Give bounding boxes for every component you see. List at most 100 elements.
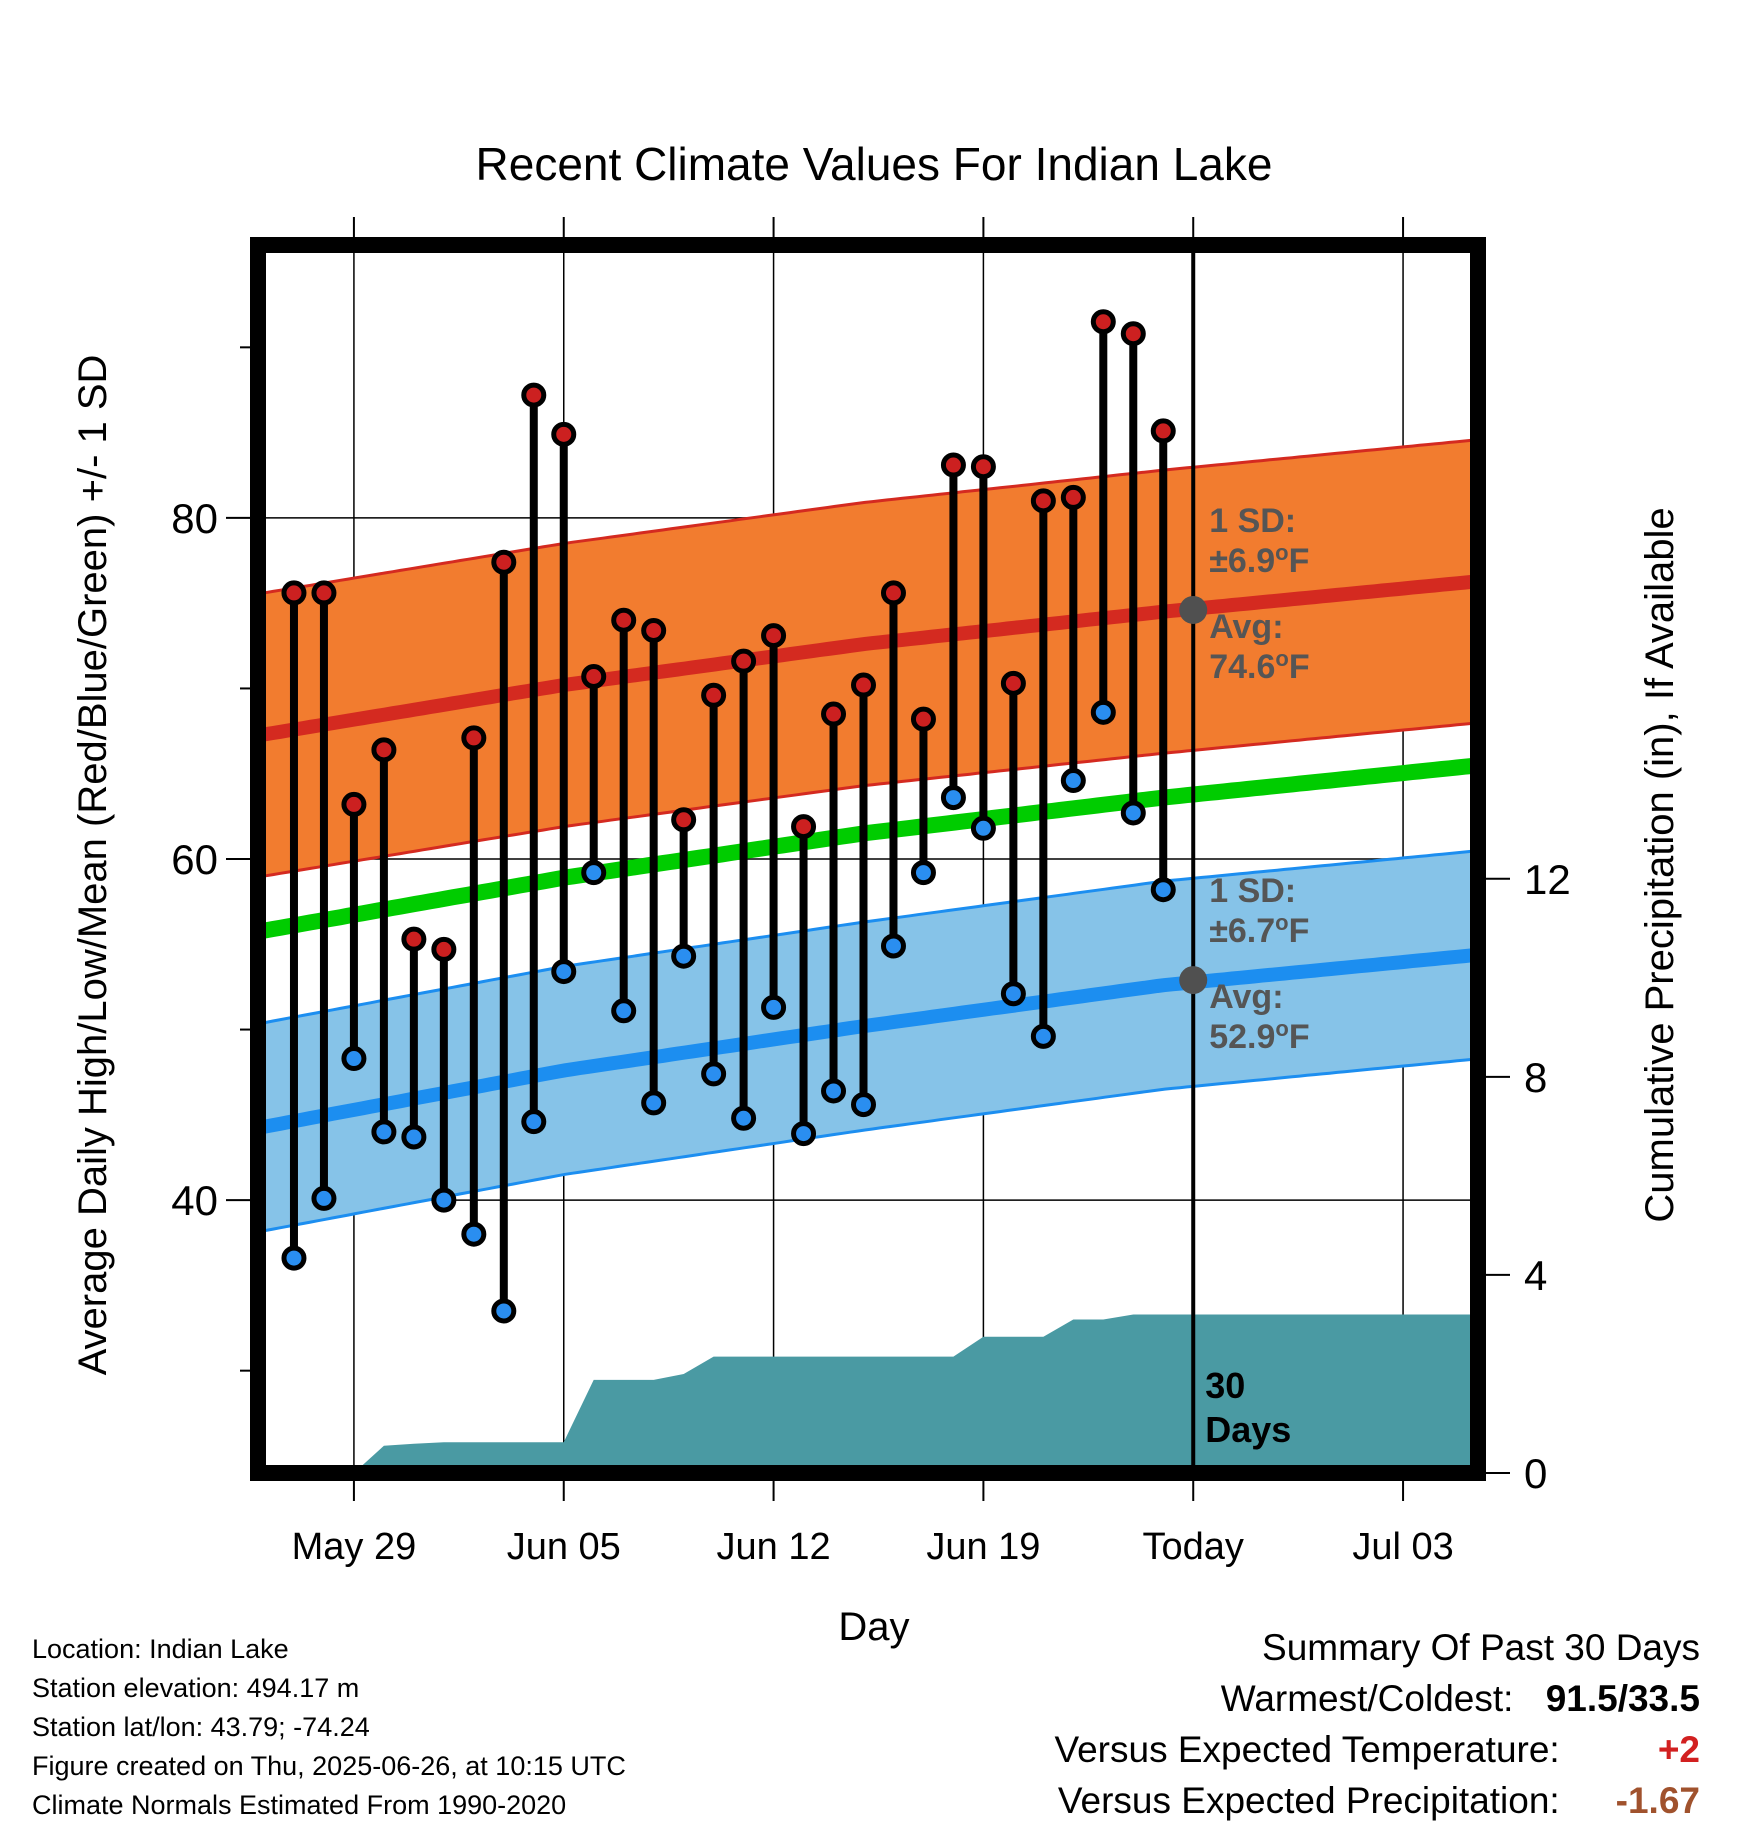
summary-temp: Versus Expected Temperature: +2 <box>1054 1724 1700 1775</box>
precip-label: Versus Expected Precipitation: <box>1057 1780 1560 1821</box>
daily-low-point <box>1060 768 1086 794</box>
created-text: Figure created on Thu, 2025-06-26, at 10… <box>32 1751 626 1781</box>
daily-high-point <box>1090 309 1116 335</box>
summary-panel: Summary Of Past 30 Days Warmest/Coldest:… <box>1054 1622 1700 1826</box>
daily-low-point <box>821 1078 847 1104</box>
daily-high-point <box>401 926 427 952</box>
daily-low-point <box>281 1245 307 1271</box>
daily-low-point <box>761 994 787 1020</box>
warm-cold-value: 91.5/33.5 <box>1545 1678 1700 1719</box>
daily-high-point <box>1060 484 1086 510</box>
summary-heading: Summary Of Past 30 Days <box>1262 1627 1700 1668</box>
daily-low-point <box>940 785 966 811</box>
summary-warm-cold: Warmest/Coldest: 91.5/33.5 <box>1054 1673 1700 1724</box>
daily-low-point <box>581 860 607 886</box>
daily-high-point <box>761 623 787 649</box>
daily-high-point <box>431 936 457 962</box>
today-low-avg-marker <box>1179 966 1208 995</box>
daily-high-point <box>851 672 877 698</box>
temp-label: Versus Expected Temperature: <box>1054 1729 1560 1770</box>
daily-low-point <box>461 1221 487 1247</box>
latlon-text: Station lat/lon: 43.79; -74.24 <box>32 1712 370 1742</box>
y-tick-label: 80 <box>171 495 218 542</box>
daily-high-point <box>1150 418 1176 444</box>
daily-low-point <box>491 1298 517 1324</box>
daily-high-point <box>671 807 697 833</box>
daily-high-point <box>311 580 337 606</box>
plot-frame <box>250 237 1486 1481</box>
daily-high-point <box>281 580 307 606</box>
daily-low-point <box>521 1109 547 1135</box>
daily-high-point <box>1000 670 1026 696</box>
y2-tick-label: 4 <box>1524 1252 1547 1299</box>
daily-low-point <box>1090 699 1116 725</box>
daily-low-point <box>731 1105 757 1131</box>
high-sd-annotation: 1 SD: ±6.9oF <box>1209 502 1309 580</box>
low-band-lower-edge <box>258 1057 1473 1234</box>
x-tick-label: Jun 05 <box>507 1526 621 1568</box>
low-avg-annotation: Avg: 52.9oF <box>1209 978 1309 1056</box>
daily-high-point <box>731 648 757 674</box>
daily-low-point <box>341 1046 367 1072</box>
x-tick-label: Jun 19 <box>926 1526 1040 1568</box>
x-tick-label: Jun 12 <box>717 1526 831 1568</box>
summary-precip: Versus Expected Precipitation: -1.67 <box>1054 1775 1700 1826</box>
chart-title: Recent Climate Values For Indian Lake <box>476 138 1273 190</box>
plot-inner <box>258 245 1478 1473</box>
daily-low-point <box>1000 981 1026 1007</box>
daily-high-point <box>371 737 397 763</box>
daily-high-point <box>1120 321 1146 347</box>
daily-high-point <box>551 421 577 447</box>
daily-high-point <box>641 617 667 643</box>
today-high-avg-marker <box>1179 595 1208 624</box>
elevation-text: Station elevation: 494.17 m <box>32 1673 360 1703</box>
daily-high-point <box>581 664 607 690</box>
plot-area: 1 SD: ±6.9oF Avg: 74.6oF 1 SD: ±6.7oF Avg: 52.9… <box>171 217 1571 1568</box>
daily-high-point <box>821 701 847 727</box>
daily-low-point <box>851 1092 877 1118</box>
high-avg-annotation: Avg: 74.6oF <box>1209 608 1309 686</box>
warm-cold-label: Warmest/Coldest: <box>1220 1678 1514 1719</box>
daily-low-point <box>551 959 577 985</box>
daily-low-point <box>1120 800 1146 826</box>
daily-high-point <box>491 549 517 575</box>
high-average-line <box>258 574 1473 743</box>
precip-area <box>353 1314 1478 1473</box>
precip-value: -1.67 <box>1615 1780 1700 1821</box>
station-info: Location: Indian Lake Station elevation:… <box>32 1630 626 1825</box>
daily-low-point <box>880 933 906 959</box>
daily-low-point <box>401 1124 427 1150</box>
y2-tick-label: 8 <box>1524 1054 1547 1101</box>
daily-high-point <box>970 454 996 480</box>
y2-tick-label: 12 <box>1524 856 1571 903</box>
temp-value: +2 <box>1657 1729 1700 1770</box>
y-tick-label: 60 <box>171 836 218 883</box>
daily-low-point <box>431 1187 457 1213</box>
y2-axis-label: Cumulative Precipitation (in), If Availa… <box>1638 507 1682 1222</box>
y-axis-label: Average Daily High/Low/Mean (Red/Blue/Gr… <box>71 355 115 1376</box>
daily-low-point <box>641 1090 667 1116</box>
low-sd-annotation: 1 SD: ±6.7oF <box>1209 872 1309 950</box>
high-band-upper-edge <box>258 438 1473 596</box>
daily-low-point <box>1030 1023 1056 1049</box>
daily-low-point <box>970 815 996 841</box>
x-tick-label: May 29 <box>292 1526 417 1568</box>
daily-high-point <box>521 382 547 408</box>
y2-tick-label: 0 <box>1524 1450 1547 1497</box>
daily-low-point <box>791 1121 817 1147</box>
daily-low-point <box>701 1061 727 1087</box>
window-days-label: 30 Days <box>1205 1365 1291 1450</box>
daily-high-point <box>461 725 487 751</box>
x-tick-label: Today <box>1143 1526 1244 1568</box>
daily-high-point <box>341 791 367 817</box>
daily-low-point <box>910 860 936 886</box>
daily-high-point <box>791 814 817 840</box>
daily-high-point <box>1030 488 1056 514</box>
x-axis-label: Day <box>838 1605 909 1649</box>
normals-text: Climate Normals Estimated From 1990-2020 <box>32 1790 567 1820</box>
daily-high-point <box>940 452 966 478</box>
daily-high-point <box>910 706 936 732</box>
x-tick-label: Jul 03 <box>1352 1526 1453 1568</box>
daily-high-point <box>611 607 637 633</box>
